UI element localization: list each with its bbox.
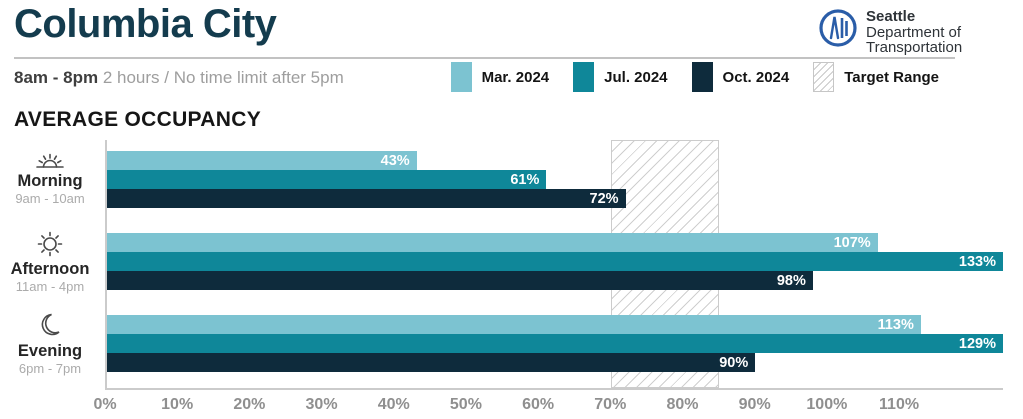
hours-bold: 8am - 8pm [14,68,99,87]
legend-label: Mar. 2024 [481,68,550,86]
hours-text: 8am - 8pm 2 hours / No time limit after … [14,68,344,88]
legend-swatch-mar-2024 [450,62,472,92]
category-afternoon: Afternoon 11am - 4pm [0,229,100,294]
evening-oct-2024-bar: 90% [107,353,756,372]
legend-swatch-oct-2024 [691,62,713,92]
sun-icon [37,231,63,256]
plot-area: 43% 61% 72% 107% 133% 98% 113% 129% 90% [105,140,1003,390]
evening-bar-group: 113% 129% 90% [107,315,1003,372]
legend-label: Target Range [844,68,939,86]
category-time-range: 9am - 10am [15,190,85,206]
x-tick-0: 0% [93,396,117,413]
hours-rest: 2 hours / No time limit after 5pm [102,68,344,87]
x-tick-10: 10% [161,396,194,413]
legend-item-mar-2024: Mar. 2024 [450,62,550,92]
occupancy-chart: Morning 9am - 10am Afternoon 11am - 4pm Even… [0,140,1023,419]
bar-value-label: 98% [776,272,806,289]
x-tick-50: 50% [449,396,482,413]
category-evening: Evening 6pm - 7pm [0,311,100,376]
x-tick-20: 20% [233,396,266,413]
header-divider [14,57,955,59]
logo-line3: Transportation [866,39,963,56]
legend-label: Jul. 2024 [604,68,668,86]
afternoon-mar-2024-bar: 107% [107,233,878,252]
bar-value-label: 43% [380,152,410,169]
legend-item-target-range: Target Range [813,62,939,92]
category-name: Evening [17,341,83,360]
category-name: Morning [17,171,83,190]
bar-value-label: 129% [958,335,996,352]
x-axis-ticks: 0% 10% 20% 30% 40% 50% 60% 70% 80% 90% 100% 110% [93,396,1003,418]
morning-oct-2024-bar: 72% [107,189,626,208]
sdot-logo: Seattle Department of Transportation [818,8,962,56]
bar-value-label: 90% [719,354,749,371]
category-labels: Morning 9am - 10am Afternoon 11am - 4pm Even… [0,140,100,390]
bar-value-label: 61% [510,171,540,188]
x-tick-90: 90% [738,396,771,413]
logo-line1: Seattle [866,8,916,25]
x-tick-60: 60% [522,396,555,413]
morning-jul-2024-bar: 61% [107,170,547,189]
afternoon-jul-2024-bar: 133% [107,252,1003,271]
category-morning: Morning 9am - 10am [0,147,100,206]
legend: Mar. 2024 Jul. 2024 Oct. 2024 Target Range [450,62,939,92]
legend-label: Oct. 2024 [722,68,790,86]
legend-swatch-target-range [813,62,835,92]
moon-icon [41,313,60,335]
bar-value-label: 113% [877,316,914,333]
legend-item-jul-2024: Jul. 2024 [573,62,668,92]
evening-mar-2024-bar: 113% [107,315,921,334]
category-name: Afternoon [10,259,90,278]
bar-value-label: 133% [958,253,996,270]
bar-value-label: 107% [833,234,871,251]
logo-line2: Department of [866,23,962,41]
afternoon-bar-group: 107% 133% 98% [107,233,1003,290]
evening-jul-2024-bar: 129% [107,334,1003,353]
x-tick-80: 80% [666,396,699,413]
x-tick-110: 110% [879,396,920,413]
sunrise-icon [36,153,64,168]
x-tick-70: 70% [594,396,627,413]
x-tick-30: 30% [305,396,338,413]
bar-value-label: 72% [589,190,619,207]
x-tick-40: 40% [377,396,410,413]
legend-swatch-jul-2024 [573,62,595,92]
section-title: AVERAGE OCCUPANCY [14,108,262,131]
category-time-range: 6pm - 7pm [18,360,82,376]
morning-mar-2024-bar: 43% [107,151,417,170]
x-tick-100: 100% [806,396,848,413]
legend-item-oct-2024: Oct. 2024 [691,62,790,92]
afternoon-oct-2024-bar: 98% [107,271,813,290]
morning-bar-group: 43% 61% 72% [107,151,1003,208]
page-title: Columbia City [14,2,277,46]
sdot-logo-icon [819,9,857,47]
category-time-range: 11am - 4pm [15,278,85,294]
sdot-logo-text: Seattle Department of Transportation [866,8,962,56]
